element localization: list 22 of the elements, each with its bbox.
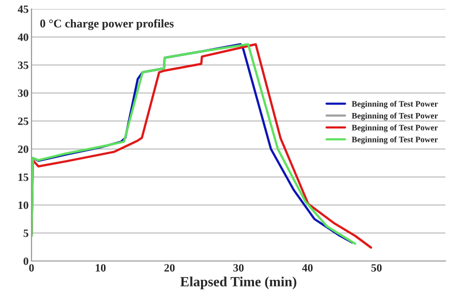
x-tick-label: 50	[371, 264, 382, 272]
y-tick-label: 45	[18, 6, 28, 13]
y-tick-label: 10	[18, 201, 28, 209]
y-tick-label: 15	[18, 174, 28, 181]
y-tick-label: 0	[24, 257, 28, 265]
legend-label: Beginning of Test Power	[352, 100, 438, 108]
x-tick-label: 0	[29, 264, 34, 272]
y-tick-label: 40	[18, 33, 28, 41]
legend-label: Beginning of Test Power	[352, 124, 438, 132]
y-tick-label: 5	[24, 230, 28, 237]
text: 0 °C charge power profiles	[40, 19, 174, 30]
x-tick-label: 10	[96, 264, 106, 272]
y-tick-label: 35	[18, 61, 28, 69]
x-axis-title: Elapsed Time (min)	[180, 276, 296, 290]
x-tick-label: 40	[302, 264, 313, 272]
legend-label: Beginning of Test Power	[352, 112, 438, 120]
legend-label: Beginning of Test Power	[352, 136, 438, 144]
x-tick-label: 30	[233, 264, 244, 272]
y-tick-label: 30	[18, 89, 28, 97]
y-tick-label: 20	[18, 145, 28, 153]
x-tick-label: 20	[164, 264, 175, 272]
y-tick-label: 25	[18, 117, 28, 125]
